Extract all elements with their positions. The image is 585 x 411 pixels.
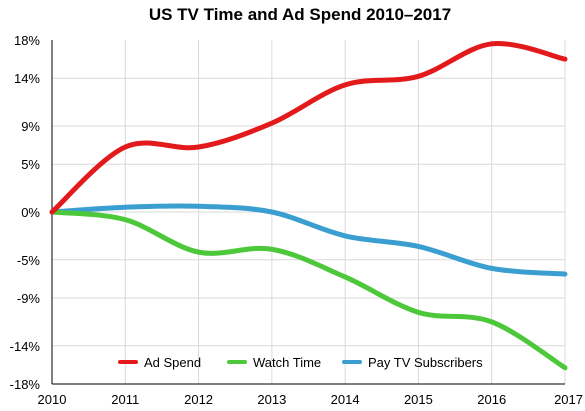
chart-title: US TV Time and Ad Spend 2010–2017: [149, 5, 451, 24]
y-tick-label: -5%: [17, 253, 41, 268]
x-tick-label: 2012: [184, 392, 213, 407]
y-axis-tick-labels: 18% 14% 9% 5% 0% -5% -9% -14% -18%: [10, 33, 41, 392]
y-tick-label: -18%: [10, 377, 41, 392]
y-tick-label: 0%: [21, 205, 40, 220]
series-line-watch-time: [49, 209, 568, 371]
legend-label-watch-time: Watch Time: [253, 355, 321, 370]
x-tick-label: 2010: [38, 392, 67, 407]
y-tick-label: 18%: [14, 33, 40, 48]
grid-lines: [52, 40, 566, 384]
y-tick-label: -9%: [17, 291, 41, 306]
x-tick-label: 2016: [477, 392, 506, 407]
x-tick-label: 2014: [331, 392, 360, 407]
x-axis-tick-labels: 2010 2011 2012 2013 2014 2015 2016 2017: [38, 392, 583, 407]
x-tick-label: 2015: [404, 392, 433, 407]
legend-label-pay-tv-subscribers: Pay TV Subscribers: [368, 355, 483, 370]
y-tick-label: 9%: [21, 119, 40, 134]
y-tick-label: -14%: [10, 339, 41, 354]
y-tick-label: 14%: [14, 71, 40, 86]
series-line-ad-spend: [49, 41, 568, 215]
series-lines: [49, 41, 568, 371]
legend-label-ad-spend: Ad Spend: [144, 355, 201, 370]
legend: Ad Spend Watch Time Pay TV Subscribers: [118, 355, 483, 370]
series-line-pay-tv-subscribers: [49, 203, 568, 277]
x-tick-label: 2017: [554, 392, 583, 407]
x-tick-label: 2011: [111, 392, 139, 407]
y-tick-label: 5%: [21, 157, 40, 172]
x-tick-label: 2013: [257, 392, 286, 407]
